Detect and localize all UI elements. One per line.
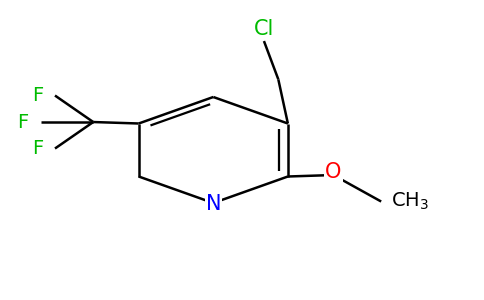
- Text: CH$_3$: CH$_3$: [391, 191, 429, 212]
- Text: F: F: [17, 112, 28, 131]
- Text: N: N: [206, 194, 221, 214]
- Text: Cl: Cl: [254, 19, 274, 39]
- Text: F: F: [32, 139, 44, 158]
- Text: F: F: [32, 86, 44, 105]
- Text: O: O: [325, 162, 342, 182]
